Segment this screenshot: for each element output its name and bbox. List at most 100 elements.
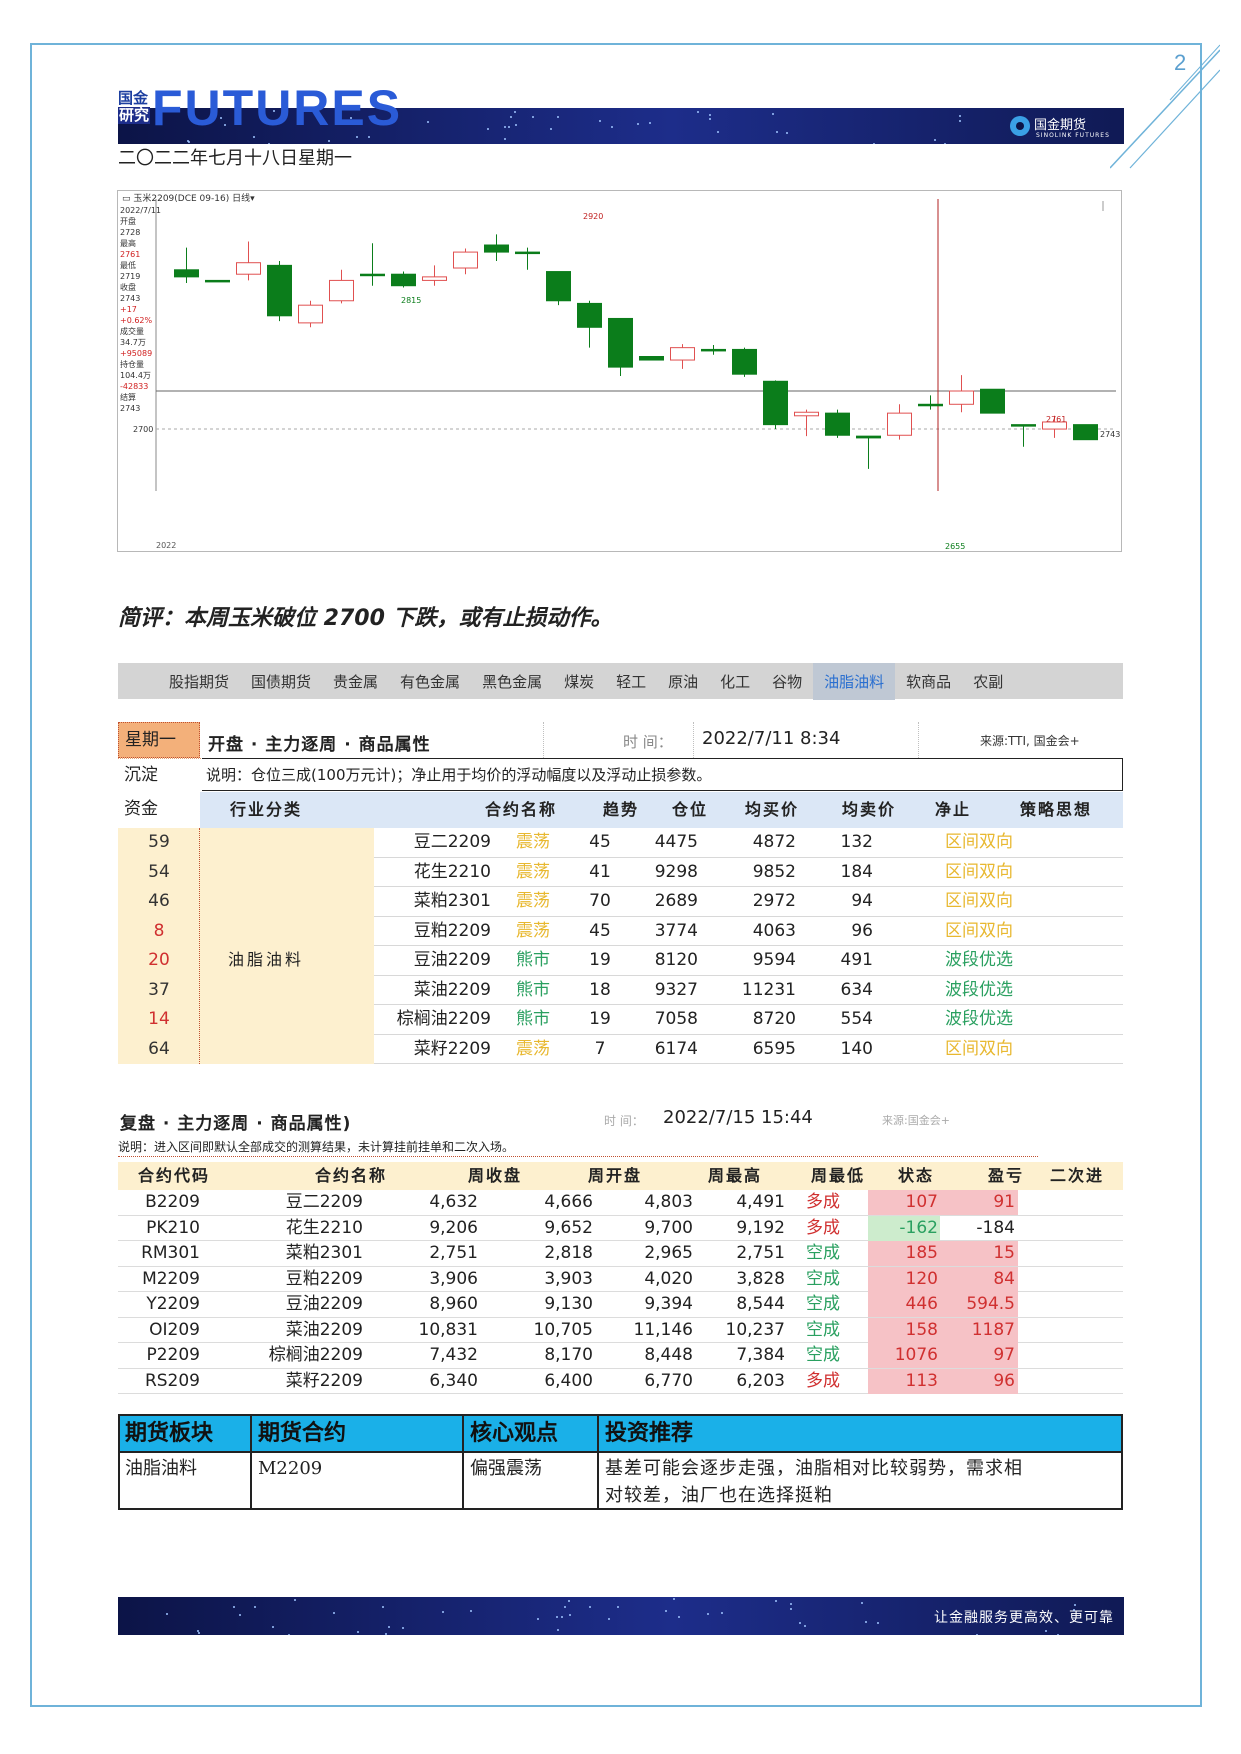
- cell-pnl: 185: [905, 1243, 938, 1263]
- col-avg-buy: 均买价: [745, 800, 800, 819]
- brand-en-logo: FUTURES: [152, 80, 403, 136]
- side-label-2: 资金: [124, 799, 158, 819]
- cell-funds: 37: [148, 979, 170, 1000]
- pnl-background: [868, 1317, 940, 1343]
- cell-name: 棕榈油2209: [268, 1345, 363, 1365]
- tab-1[interactable]: 国债期货: [251, 672, 312, 691]
- side-panel-item: +0.62%: [120, 316, 153, 325]
- cell-stop: 184: [840, 861, 873, 882]
- cell-open: 8,170: [544, 1345, 593, 1365]
- band-star: [549, 128, 552, 131]
- band-star: [333, 1611, 336, 1614]
- tab-9[interactable]: 谷物: [772, 672, 803, 691]
- candle-body: [484, 244, 509, 253]
- cell-close: 4,632: [429, 1192, 478, 1212]
- cell-status: 多成: [806, 1217, 840, 1238]
- cell-high: 11,146: [633, 1319, 693, 1340]
- band-star: [556, 116, 559, 119]
- table2-row: Y2209 豆油2209 8,960 9,130 9,394 8,544 空成 446 594.…: [118, 1292, 1123, 1318]
- table2-time-label: 时 间：: [604, 1114, 644, 1128]
- cell-name: 花生2210: [285, 1217, 363, 1238]
- table2-time: 2022/7/15 15:44: [663, 1107, 813, 1128]
- band-star: [288, 1634, 291, 1635]
- candle-body: [763, 380, 788, 426]
- tab-6[interactable]: 轻工: [616, 672, 647, 691]
- tab-10[interactable]: 油脂油料: [813, 662, 896, 700]
- cell-trend: 熊市: [516, 1009, 550, 1029]
- cell-pnl: 120: [905, 1268, 938, 1289]
- cell-pnl: 446: [905, 1294, 938, 1314]
- table1-row: 20 豆油2209 熊市 19 8120 9594 491 波段优选: [118, 946, 1123, 976]
- second-background: [940, 1317, 1018, 1343]
- label-2700: 2700: [133, 425, 153, 434]
- tab-4[interactable]: 黑色金属: [482, 672, 543, 691]
- cell-name: 菜粕2301: [413, 891, 491, 911]
- cell-name: 菜油2209: [413, 979, 491, 1000]
- cell-high: 4,803: [644, 1192, 693, 1212]
- chart-toolbar[interactable]: ▭ 玉米2209(DCE 09-16) 日线▾: [122, 194, 255, 204]
- cell-open: 3,903: [544, 1268, 593, 1289]
- band-star: [402, 1626, 405, 1629]
- table1-column-header: 行业分类 合约名称 趋势 仓位 均买价 均卖价 净止 策略思想: [200, 792, 1123, 828]
- hdr-recommend: 投资推荐: [605, 1421, 694, 1446]
- tab-11[interactable]: 软商品: [906, 672, 952, 691]
- pnl-background: [868, 1266, 940, 1292]
- band-star: [267, 143, 270, 144]
- table2-row: M2209 豆粕2209 3,906 3,903 4,020 3,828 空成 120 84: [118, 1266, 1123, 1292]
- table1-body: 油脂油料 59 豆二2209 震荡 45 4475 4872 132 区间双向 54 花生2210…: [118, 828, 1123, 1064]
- cell-stop: 491: [840, 950, 873, 970]
- cell-buy: 3774: [654, 920, 698, 941]
- candle-body: [329, 279, 354, 302]
- cell-buy: 2689: [654, 891, 698, 911]
- hdr-contract: 期货合约: [258, 1421, 347, 1446]
- cell-pos: 7: [594, 1038, 606, 1059]
- tab-3[interactable]: 有色金属: [400, 672, 461, 691]
- cell-sell: 9852: [752, 861, 796, 882]
- brand-cn-line1: 国金: [118, 89, 149, 107]
- tab-8[interactable]: 化工: [720, 672, 751, 691]
- band-star: [187, 139, 190, 142]
- candle-body: [267, 264, 292, 317]
- candle-body: [236, 262, 261, 275]
- band-star: [368, 136, 371, 139]
- second-background: [940, 1292, 1018, 1317]
- pnl-background: [868, 1343, 940, 1368]
- side-panel-item: 成交量: [120, 327, 144, 336]
- candlestick-chart: ▭ 玉米2209(DCE 09-16) 日线▾ 2022/7/11 开盘 2728 最…: [117, 190, 1122, 552]
- tab-2[interactable]: 贵金属: [333, 672, 379, 691]
- band-star: [568, 1613, 571, 1616]
- tab-12[interactable]: 农副: [973, 672, 1004, 691]
- table1-row: 54 花生2210 震荡 41 9298 9852 184 区间双向: [118, 858, 1123, 887]
- tab-7[interactable]: 原油: [668, 672, 699, 691]
- recommendation-table: 期货板块 期货合约 核心观点 投资推荐 油脂油料 M2209 偏强震荡 基差可能…: [118, 1414, 1123, 1510]
- col-second-entry: 二次进: [1050, 1166, 1105, 1185]
- company-logo-icon: [1010, 115, 1030, 136]
- candle-body: [608, 317, 633, 368]
- cell-name: 菜油2209: [285, 1319, 363, 1340]
- cell-name: 豆油2209: [413, 950, 491, 970]
- side-panel-item: -42833: [120, 382, 149, 391]
- band-star: [556, 1628, 559, 1631]
- band-star: [273, 109, 276, 112]
- band-star: [678, 1615, 681, 1618]
- tab-0[interactable]: 股指期货: [169, 672, 230, 691]
- side-panel-item: 34.7万: [120, 338, 146, 347]
- cell-trend: 震荡: [516, 920, 550, 941]
- col-pnl: 盈亏: [988, 1166, 1025, 1185]
- tab-5[interactable]: 煤炭: [564, 672, 595, 691]
- header-band: [118, 108, 1124, 144]
- band-star: [672, 1597, 675, 1600]
- cell-stop: 634: [840, 979, 873, 1000]
- cell-sell: 4872: [752, 832, 796, 852]
- hdr-view: 核心观点: [470, 1421, 559, 1446]
- industry-label: 油脂油料: [228, 950, 305, 969]
- band-star: [707, 1612, 710, 1615]
- side-panel-item: 2728: [120, 228, 141, 237]
- band-star: [196, 1630, 199, 1633]
- cell-code: M2209: [142, 1268, 200, 1289]
- pnl-background: [868, 1292, 940, 1317]
- cell-sell: 4063: [752, 920, 796, 941]
- band-star: [253, 135, 256, 138]
- label-high: 2920: [583, 212, 603, 221]
- band-star: [537, 1617, 540, 1620]
